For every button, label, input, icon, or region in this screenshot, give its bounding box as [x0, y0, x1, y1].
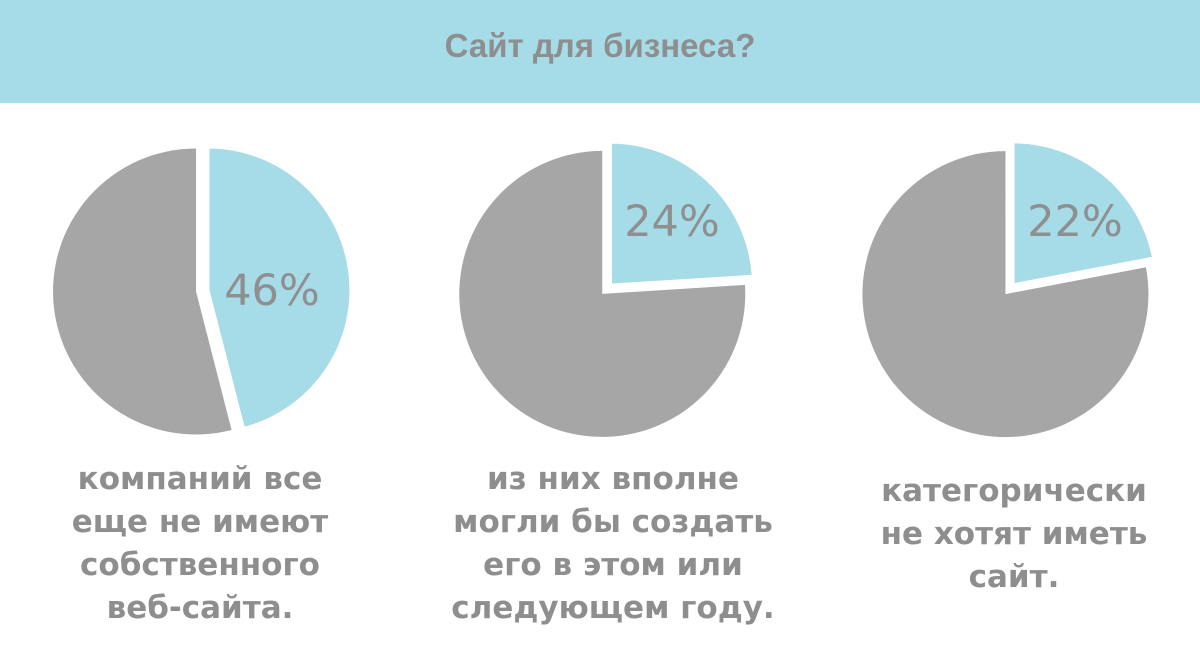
pie-caption-3: категорически не хотят иметь сайт. — [880, 473, 1148, 595]
pie-1-slice-highlight — [206, 145, 353, 431]
pie-3-percent-label: 22% — [1027, 197, 1123, 247]
pie-2-slice-rest — [459, 150, 746, 437]
pie-3-slice-highlight — [1011, 140, 1156, 287]
pie-caption-2: из них вполне могли бы создать его в это… — [451, 461, 775, 626]
pie-caption-1: компаний все еще не имеют собственного в… — [71, 461, 329, 626]
page-title: Сайт для бизнеса? — [444, 26, 756, 64]
pie-2-slice-highlight — [608, 140, 755, 287]
pie-1-percent-label: 46% — [224, 266, 320, 316]
title-banner: Сайт для бизнеса? — [0, 0, 1200, 103]
pie-1-slice-rest — [53, 148, 232, 435]
pie-3-slice-rest — [862, 151, 1149, 438]
pie-2-percent-label: 24% — [624, 197, 720, 247]
